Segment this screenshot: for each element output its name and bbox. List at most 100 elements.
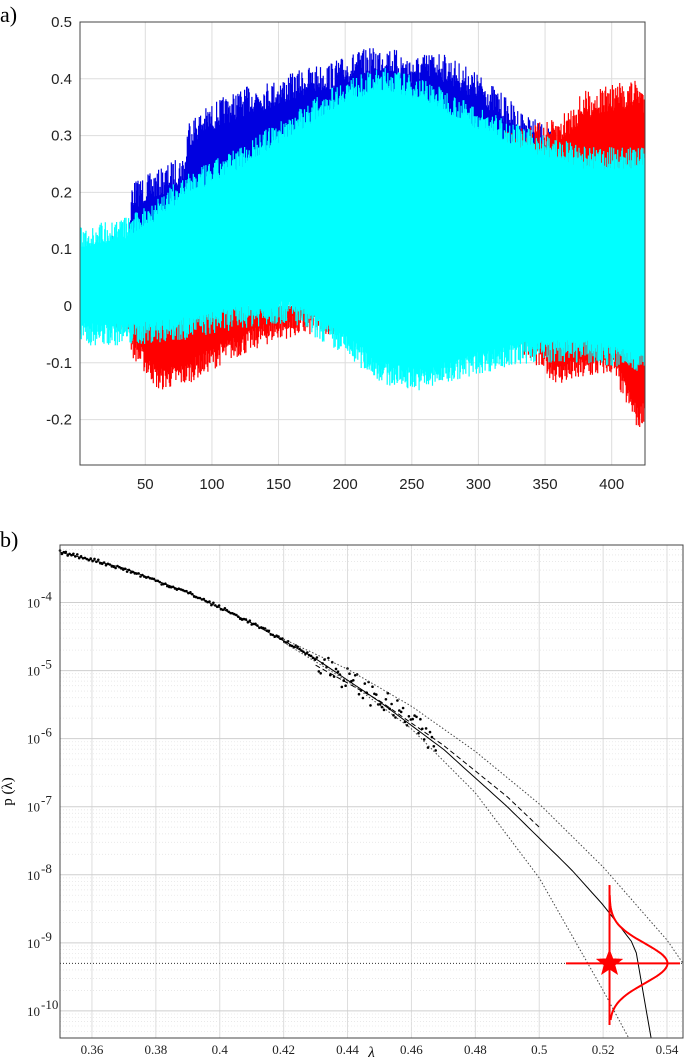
panel-b-x-tick-label: 0.42 [272,1042,295,1057]
panel-b-data-point [281,637,284,640]
panel-a-y-tick-label: 0.4 [51,71,72,88]
panel-b-data-point [352,679,355,682]
panel-b-data-point [396,699,399,702]
panel-b-star-marker [595,948,624,976]
panel-b-x-tick-label: 0.54 [656,1042,679,1057]
panel-b-data-point [363,682,367,685]
panel-b-data-point [66,554,69,557]
panel-b-data-point [139,575,142,578]
panel-b-data-point [401,706,405,710]
panel-b-data-point [315,656,319,659]
panel-b-data-point [334,667,338,671]
panel-a-y-tick-label: 0.1 [51,241,72,258]
panel-b-y-tick-exponent: -4 [41,589,52,604]
panel-b-data-point [399,710,403,714]
panel-a-label: a) [0,2,17,27]
panel-b-data-point [125,570,129,573]
panel-b-data-point [398,709,401,712]
panel-a-y-tick-label: 0 [64,298,72,315]
panel-a-x-tick-label: 150 [266,476,291,493]
panel-b-axes-frame [59,544,684,1039]
panel-b-data-point [417,731,420,735]
panel-a-y-tick-label: 0.3 [51,128,72,145]
panel-b-marker [566,885,680,1025]
panel-b-data-point [223,607,227,610]
panel-b-data-point [212,601,215,605]
panel-b-x-tick-label: 0.5 [531,1042,547,1057]
panel-b-x-tick-label: 0.36 [81,1042,104,1057]
panel-b-data-point [380,705,384,709]
panel-b-data-point [434,749,438,752]
panel-b-fit-solid-line [59,551,652,1039]
panel-b-data-point [419,717,422,721]
panel-b-data-point [319,672,323,675]
panel-b-empirical-series [58,549,438,752]
panel-b-y-axis-label: p (λ) [0,777,16,806]
panel-b-data-point [407,715,411,718]
panel-a-x-tick-label: 400 [599,476,624,493]
panel-b: b) 0.36 0.38 0.4 0.42 0.44 0.46 0.48 0.5 0.52 0.5… [0,527,684,1061]
panel-b-data-point [104,563,108,567]
panel-b-x-tick-label: 0.46 [400,1042,423,1057]
panel-b-data-point [217,604,221,607]
panel-b-y-tick-label: 10 [27,596,40,611]
panel-b-data-point [332,675,336,678]
panel-b-data-point [371,685,374,688]
panel-b-y-tick-exponent: -8 [41,861,52,876]
panel-a-x-tick-label: 100 [199,476,224,493]
panel-a-y-tick-label: -0.2 [46,412,72,429]
panel-b-data-point [168,585,171,589]
panel-b-label: b) [0,527,18,552]
panel-b-data-point [415,715,418,719]
panel-b-data-point [317,670,321,673]
panel-b-ci-lower-dotted-line [283,641,630,1039]
panel-b-data-point [378,703,382,706]
panel-b-y-tick-label: 10 [27,868,40,883]
panel-b-x-tick-label: 0.52 [592,1042,615,1057]
panel-b-y-tick-exponent: -9 [41,929,52,944]
panel-b-data-point [348,672,351,675]
panel-b-y-tick-exponent: -6 [41,725,52,740]
panel-b-data-point [72,552,75,556]
panel-b-data-point [382,708,386,712]
panel-b-data-point [336,670,340,673]
panel-a-x-tick-label: 350 [533,476,558,493]
panel-b-y-tick-label: 10 [27,732,40,747]
panel-a-y-tick-label: 0.5 [51,14,72,31]
panel-b-data-point [390,702,393,706]
panel-b-data-point [114,566,117,570]
panel-b-x-axis-label: λ [367,1045,375,1061]
panel-b-data-point [413,714,416,717]
panel-b-data-point [296,645,300,649]
panel-b-tick-labels: 0.36 0.38 0.4 0.42 0.44 0.46 0.48 0.5 0.52 0.54 10… [27,589,679,1057]
panel-b-x-tick-label: 0.44 [336,1042,359,1057]
panel-b-data-point [369,704,372,707]
panel-a-series-trace [80,68,645,391]
panel-b-data-point [384,698,388,701]
panel-b-y-tick-label: 10 [27,664,40,679]
panel-a-axes-frame [79,21,646,466]
panel-b-data-point [424,727,428,730]
panel-b-data-point [422,738,426,741]
panel-a-series-cyan-band [80,68,645,391]
panel-b-marker-distribution [608,894,669,1021]
panel-b-data-point [97,558,100,562]
panel-b-data-point [411,717,415,721]
panel-b-y-tick-label: 10 [27,800,40,815]
panel-b-data-point [375,693,378,696]
panel-a-y-tick-label: 0.2 [51,184,72,201]
panel-a-series [80,48,645,427]
panel-b-series [58,549,684,1039]
panel-a-tick-labels: 50 100 150 200 250 300 350 400 -0.2 -0.1 0 0.1 0.2 0.… [46,14,624,493]
panel-b-data-point [76,553,79,556]
panel-b-y-tick-label: 10 [27,936,40,951]
panel-b-data-point [361,696,365,700]
panel-b-data-point [327,656,330,660]
panel-b-data-point [426,746,430,749]
panel-b-dashed-line [315,664,540,828]
panel-a-x-tick-label: 300 [466,476,491,493]
panel-b-ci-upper-dotted-line [283,638,684,964]
panel-b-data-point [432,745,436,748]
panel-a-x-tick-label: 50 [137,476,154,493]
